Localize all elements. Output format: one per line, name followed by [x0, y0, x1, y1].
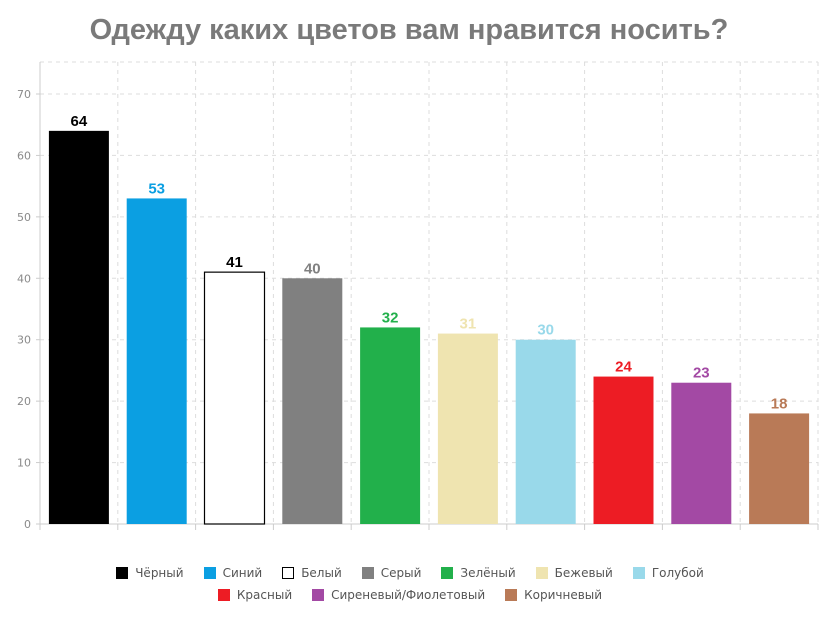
bar-chart: 0 10 20 30 40 50 60 70 64 53 41 40 32 31 30 24 23 18 [17, 61, 819, 531]
bar-1 [48, 130, 109, 524]
bar-4 [282, 278, 343, 524]
bar-9 [671, 382, 732, 524]
legend-label: Чёрный [135, 566, 184, 580]
legend-label: Красный [236, 588, 293, 602]
data-label-5: 32 [382, 309, 399, 326]
legend-swatch [505, 589, 518, 601]
bar-2 [126, 198, 187, 524]
legend-item[interactable]: Сиреневый/Фиолетовый [312, 588, 485, 602]
legend-label: Зелёный [460, 566, 516, 580]
legend-item[interactable]: Красный [217, 588, 293, 602]
y-tick-label: 10 [17, 457, 31, 470]
legend-label: Сиреневый/Фиолетовый [331, 588, 486, 602]
chart-legend: Чёрный Синий Белый Серый Зелёный Бежевый Голуб… [60, 566, 760, 602]
legend-label: Бежевый [554, 566, 613, 580]
chart-title: Одежду каких цветов вам нравится носить? [89, 14, 729, 46]
legend-label: Серый [380, 566, 422, 580]
legend-swatch [282, 567, 295, 579]
y-tick-label: 70 [17, 88, 31, 101]
legend-swatch [217, 589, 230, 601]
legend-swatch [535, 567, 548, 579]
y-tick-label: 40 [17, 272, 31, 285]
legend-item[interactable]: Белый [282, 566, 342, 580]
y-tick-label: 20 [17, 395, 31, 408]
y-tick-label: 30 [17, 334, 31, 347]
bar-3 [203, 271, 266, 525]
y-tick-label: 60 [17, 149, 31, 162]
data-label-2: 53 [148, 180, 165, 197]
bar-8 [593, 376, 654, 524]
legend-swatch [203, 567, 216, 579]
legend-swatch [441, 567, 454, 579]
legend-swatch [361, 567, 374, 579]
bar-10 [749, 413, 810, 524]
legend-swatch [116, 567, 129, 579]
legend-label: Синий [222, 566, 263, 580]
legend-item[interactable]: Голубой [632, 566, 704, 580]
legend-swatch [632, 567, 645, 579]
bar-5 [360, 327, 421, 524]
legend-label: Белый [301, 566, 342, 580]
legend-item[interactable]: Коричневый [505, 588, 602, 602]
y-tick-label: 50 [17, 211, 31, 224]
data-label-1: 64 [71, 113, 88, 130]
y-tick-label: 0 [24, 518, 31, 531]
data-label-10: 18 [771, 395, 788, 412]
data-label-3: 41 [226, 254, 243, 271]
legend-item[interactable]: Бежевый [535, 566, 613, 580]
data-label-6: 31 [460, 316, 477, 333]
data-label-4: 40 [304, 260, 321, 277]
legend-item[interactable]: Чёрный [116, 566, 184, 580]
legend-item[interactable]: Серый [361, 566, 422, 580]
legend-swatch [312, 589, 325, 601]
bar-6 [437, 333, 498, 524]
data-label-9: 23 [693, 365, 710, 382]
legend-label: Голубой [651, 566, 704, 580]
data-label-7: 30 [537, 322, 554, 339]
bar-7 [515, 339, 576, 524]
legend-item[interactable]: Зелёный [441, 566, 516, 580]
data-label-8: 24 [615, 359, 632, 376]
legend-label: Коричневый [524, 588, 603, 602]
legend-item[interactable]: Синий [203, 566, 263, 580]
